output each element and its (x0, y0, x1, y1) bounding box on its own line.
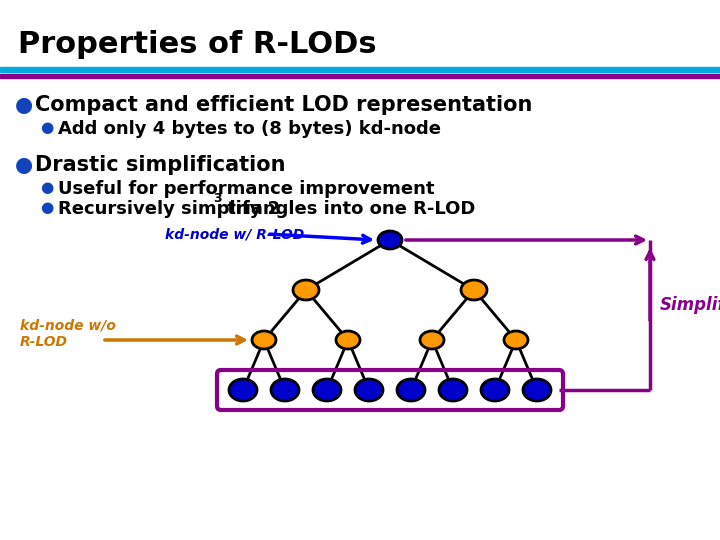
Text: kd-node w/o
R-LOD: kd-node w/o R-LOD (20, 319, 116, 349)
Ellipse shape (313, 379, 341, 401)
Text: ●: ● (15, 155, 33, 175)
Ellipse shape (355, 379, 383, 401)
Ellipse shape (523, 379, 551, 401)
Text: ●: ● (40, 200, 53, 215)
Text: Drastic simplification: Drastic simplification (35, 155, 286, 175)
Text: Compact and efficient LOD representation: Compact and efficient LOD representation (35, 95, 532, 115)
Text: Recursively simplify 2: Recursively simplify 2 (58, 200, 280, 218)
Text: 3: 3 (213, 192, 222, 205)
Text: kd-node w/ R-LOD: kd-node w/ R-LOD (165, 227, 305, 241)
Ellipse shape (378, 231, 402, 249)
Text: ●: ● (40, 180, 53, 195)
Ellipse shape (397, 379, 425, 401)
Ellipse shape (461, 280, 487, 300)
Ellipse shape (420, 331, 444, 349)
Text: ●: ● (15, 95, 33, 115)
Ellipse shape (229, 379, 257, 401)
Ellipse shape (293, 280, 319, 300)
Text: Add only 4 bytes to (8 bytes) kd-node: Add only 4 bytes to (8 bytes) kd-node (58, 120, 441, 138)
Bar (0, 74, 720, 78)
Text: Simplify: Simplify (660, 296, 720, 314)
Ellipse shape (439, 379, 467, 401)
Text: Useful for performance improvement: Useful for performance improvement (58, 180, 434, 198)
Text: Properties of R-LODs: Properties of R-LODs (18, 30, 377, 59)
Text: triangles into one R-LOD: triangles into one R-LOD (221, 200, 475, 218)
Text: ●: ● (40, 120, 53, 135)
Ellipse shape (252, 331, 276, 349)
Ellipse shape (336, 331, 360, 349)
Ellipse shape (481, 379, 509, 401)
Bar (0, 67, 720, 72)
Ellipse shape (504, 331, 528, 349)
Ellipse shape (271, 379, 299, 401)
